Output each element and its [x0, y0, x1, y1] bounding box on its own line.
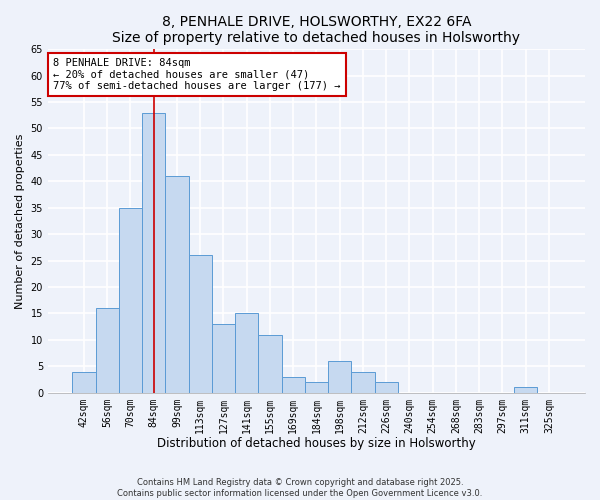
- Y-axis label: Number of detached properties: Number of detached properties: [15, 133, 25, 308]
- Bar: [73, 372, 95, 392]
- Title: 8, PENHALE DRIVE, HOLSWORTHY, EX22 6FA
Size of property relative to detached hou: 8, PENHALE DRIVE, HOLSWORTHY, EX22 6FA S…: [112, 15, 520, 45]
- Bar: [166, 176, 188, 392]
- X-axis label: Distribution of detached houses by size in Holsworthy: Distribution of detached houses by size …: [157, 437, 476, 450]
- Bar: [328, 361, 352, 392]
- Bar: [95, 308, 119, 392]
- Bar: [352, 372, 374, 392]
- Bar: [514, 388, 538, 392]
- Bar: [235, 314, 259, 392]
- Text: 8 PENHALE DRIVE: 84sqm
← 20% of detached houses are smaller (47)
77% of semi-det: 8 PENHALE DRIVE: 84sqm ← 20% of detached…: [53, 58, 341, 91]
- Bar: [142, 112, 166, 392]
- Bar: [374, 382, 398, 392]
- Bar: [259, 334, 281, 392]
- Text: Contains HM Land Registry data © Crown copyright and database right 2025.
Contai: Contains HM Land Registry data © Crown c…: [118, 478, 482, 498]
- Bar: [119, 208, 142, 392]
- Bar: [305, 382, 328, 392]
- Bar: [281, 377, 305, 392]
- Bar: [188, 256, 212, 392]
- Bar: [212, 324, 235, 392]
